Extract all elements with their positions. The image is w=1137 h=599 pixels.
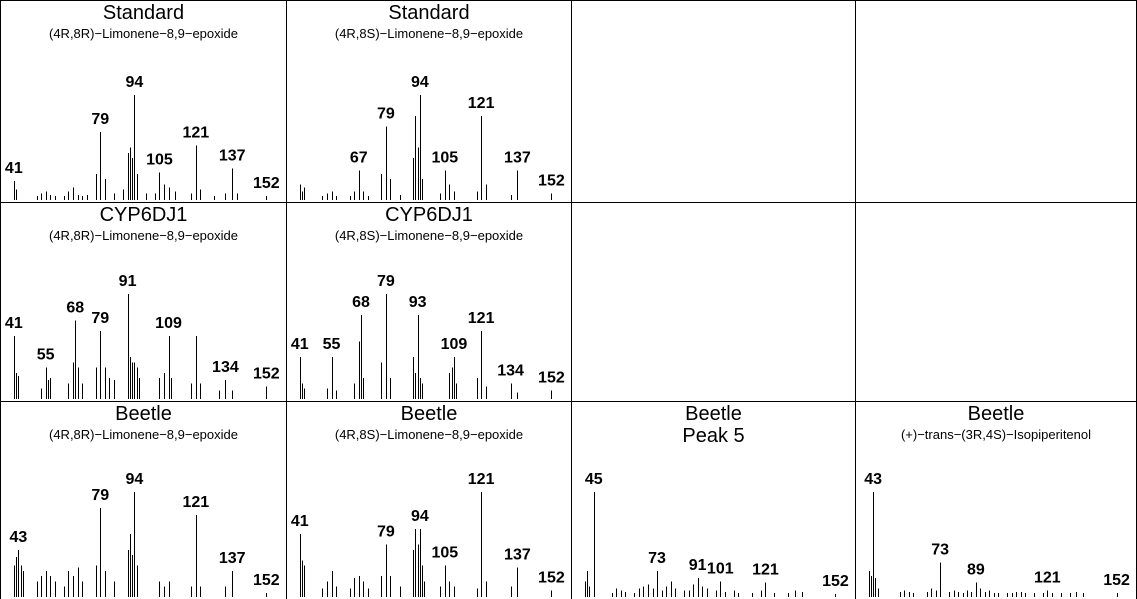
peak-label: 152	[253, 365, 280, 382]
peak-label: 91	[689, 557, 707, 574]
peak-label: 45	[585, 471, 603, 488]
peak-label: 68	[66, 299, 84, 316]
panel-title: Beetle	[967, 403, 1025, 425]
peak-label: 94	[411, 74, 429, 91]
peak-label: 55	[37, 347, 55, 364]
peak-label: 41	[291, 336, 309, 353]
peak-label: 152	[253, 175, 280, 192]
peak-label: 134	[497, 362, 524, 379]
peak-label: 152	[538, 570, 565, 587]
peak-label: 41	[5, 160, 23, 177]
peak-label: 79	[91, 310, 109, 327]
peak-label: 91	[119, 273, 137, 290]
peak-label: 73	[931, 541, 949, 558]
panel-subtitle: (4R,8R)−Limonene−8,9−epoxide	[49, 228, 238, 243]
panel-title: CYP6DJ1	[99, 204, 188, 226]
panel-subtitle: (4R,8R)−Limonene−8,9−epoxide	[49, 26, 238, 41]
panel-subtitle: Peak 5	[682, 425, 745, 447]
peak-label: 93	[409, 294, 427, 311]
panel-empty	[572, 0, 856, 203]
mass-spectrum: 43 73 89 121 152	[864, 471, 1130, 597]
peak-label: 121	[468, 471, 495, 488]
peak-label: 94	[126, 471, 144, 488]
peak-label: 79	[91, 487, 109, 504]
peak-label: 137	[504, 547, 531, 564]
panel-beetle-peak5: Beetle Peak 5 45 73 91 101 121 152	[572, 402, 856, 599]
peak-label: 137	[219, 148, 246, 165]
peak-label: 137	[504, 150, 531, 167]
peak-label: 105	[146, 152, 173, 169]
panel-title: Standard	[102, 2, 185, 24]
peak-label: 105	[432, 545, 459, 562]
panel-beetle-isopiperitenol: Beetle (+)−trans−(3R,4S)−Isopiperitenol …	[856, 402, 1137, 599]
panel-cyp6dj1-4r8r: CYP6DJ1 (4R,8R)−Limonene−8,9−epoxide 41 5…	[0, 203, 287, 402]
panel-title: CYP6DJ1	[385, 204, 473, 226]
panel-subtitle: (4R,8S)−Limonene−8,9−epoxide	[334, 228, 524, 243]
panel-standard-4r8s: Standard (4R,8S)−Limonene−8,9−epoxide 67…	[287, 0, 572, 203]
peak-label: 89	[967, 561, 985, 578]
peak-label: 94	[126, 74, 144, 91]
panel-subtitle: (+)−trans−(3R,4S)−Isopiperitenol	[900, 427, 1092, 442]
peak-label: 43	[864, 471, 882, 488]
peak-label: 152	[253, 572, 280, 589]
peak-label: 121	[468, 310, 495, 327]
panel-title: Beetle	[400, 403, 458, 425]
peak-label: 55	[323, 336, 341, 353]
peak-label: 105	[432, 150, 459, 167]
mass-spectrum: 41 55 68 79 91 109 134 152	[5, 273, 280, 399]
mass-spectrum: 45 73 91 101 121 152	[584, 471, 849, 597]
panel-cyp6dj1-4r8s: CYP6DJ1 (4R,8S)−Limonene−8,9−epoxide 41 5…	[287, 203, 572, 402]
panel-standard-4r8r: Standard (4R,8R)−Limonene−8,9−epoxide 41…	[0, 0, 287, 203]
panel-empty	[572, 203, 856, 402]
peak-label: 41	[291, 513, 309, 530]
peak-label: 79	[91, 111, 109, 128]
peak-label: 121	[1034, 570, 1061, 587]
peak-label: 152	[538, 370, 565, 387]
peak-label: 109	[441, 336, 468, 353]
mass-spectrum: 43 79 94 121 137 152	[9, 471, 280, 597]
peak-label: 121	[468, 95, 495, 112]
panel-title: Standard	[388, 2, 470, 24]
panel-title: Beetle	[115, 403, 172, 425]
panel-empty	[856, 0, 1137, 203]
peak-label: 94	[411, 508, 429, 525]
panel-subtitle: (4R,8S)−Limonene−8,9−epoxide	[334, 26, 524, 41]
panel-subtitle: (4R,8R)−Limonene−8,9−epoxide	[49, 427, 238, 442]
panel-beetle-4r8r: Beetle (4R,8R)−Limonene−8,9−epoxide 43 79…	[0, 402, 287, 599]
peak-label: 79	[377, 273, 395, 290]
peak-label: 79	[377, 106, 395, 123]
peak-label: 121	[182, 124, 209, 141]
peak-label: 137	[219, 550, 246, 567]
peak-label: 134	[212, 359, 239, 376]
mass-spectrum: 41 79 94 105 121 137 152	[5, 74, 280, 200]
peak-label: 121	[182, 494, 209, 511]
panel-empty	[856, 203, 1137, 402]
peak-label: 73	[648, 550, 666, 567]
panel-subtitle: (4R,8S)−Limonene−8,9−epoxide	[334, 427, 524, 442]
peak-label: 68	[352, 294, 370, 311]
peak-label: 109	[155, 315, 182, 332]
peak-label: 152	[538, 173, 565, 190]
peak-label: 121	[752, 561, 779, 578]
peak-label: 152	[822, 573, 849, 590]
mass-spectrum: 41 79 94 105 121 137 152	[291, 471, 565, 597]
peak-label: 41	[5, 315, 23, 332]
peak-label: 101	[707, 560, 734, 577]
panel-title: Beetle	[685, 403, 742, 425]
peak-label: 67	[350, 150, 368, 167]
peak-label: 152	[1103, 572, 1130, 589]
peak-label: 79	[377, 524, 395, 541]
panel-beetle-4r8s: Beetle (4R,8S)−Limonene−8,9−epoxide 41 79…	[287, 402, 572, 599]
peak-label: 43	[9, 529, 27, 546]
mass-spectrum: 67 79 94 105 121 137 152	[299, 74, 565, 200]
